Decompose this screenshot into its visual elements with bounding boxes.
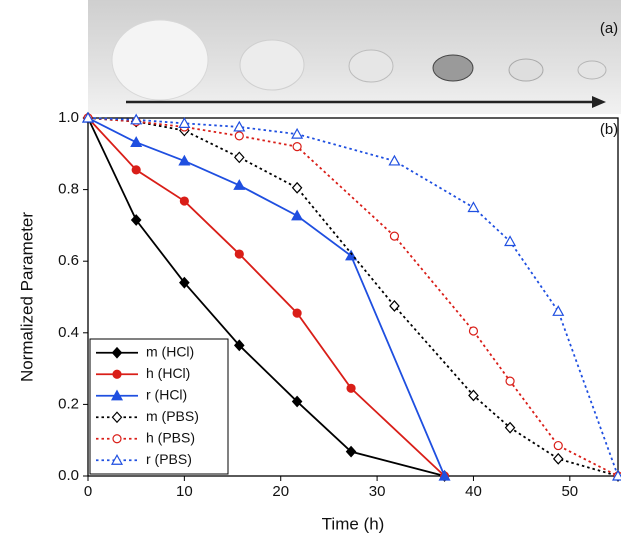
marker	[467, 201, 480, 213]
y-tick-label: 0.2	[58, 395, 79, 412]
x-axis-title: Time (h)	[322, 514, 385, 533]
panel-label: (b)	[600, 121, 618, 138]
marker	[81, 111, 95, 123]
marker	[178, 154, 191, 166]
series-line	[87, 117, 619, 477]
marker	[552, 305, 565, 316]
marker	[179, 196, 189, 206]
marker	[130, 113, 143, 125]
y-tick-label: 1.0	[58, 109, 79, 126]
x-tick-label: 20	[272, 483, 289, 500]
legend-marker	[112, 434, 122, 444]
marker	[234, 131, 244, 141]
sample	[432, 54, 474, 82]
y-axis-title: Normalized Parameter	[17, 212, 36, 382]
marker	[233, 120, 246, 132]
legend-marker	[111, 346, 123, 359]
arrow-head	[592, 96, 606, 108]
marker	[345, 445, 357, 458]
marker	[130, 136, 143, 147]
legend-marker	[111, 411, 123, 424]
x-tick-label: 10	[176, 483, 193, 500]
photo	[88, 0, 621, 114]
marker	[389, 231, 400, 241]
marker	[291, 127, 304, 139]
marker	[468, 326, 479, 336]
legend-marker	[112, 369, 122, 379]
sample	[577, 60, 607, 80]
panel-label: (a)	[600, 20, 618, 37]
marker	[234, 249, 244, 259]
series-line	[87, 117, 619, 477]
sample	[508, 58, 544, 82]
legend-marker	[110, 454, 124, 465]
marker	[504, 235, 517, 247]
legend-label: h (PBS)	[146, 429, 195, 445]
marker	[233, 179, 246, 190]
y-tick-label: 0.0	[58, 467, 79, 484]
marker	[438, 469, 451, 481]
legend-label: m (PBS)	[146, 408, 199, 424]
marker	[389, 300, 400, 312]
marker	[291, 395, 303, 408]
marker	[388, 154, 401, 166]
marker	[505, 376, 515, 386]
series-line	[87, 117, 619, 477]
y-tick-label: 0.8	[58, 181, 79, 198]
legend-label: r (HCl)	[146, 386, 187, 402]
marker	[131, 165, 141, 175]
x-tick-label: 30	[369, 483, 386, 500]
marker	[291, 181, 303, 194]
marker	[504, 421, 516, 434]
marker	[468, 389, 479, 402]
marker	[292, 308, 302, 318]
y-tick-label: 0.6	[58, 252, 79, 269]
x-tick-label: 0	[84, 483, 92, 500]
legend-label: m (HCl)	[146, 343, 194, 359]
sample	[348, 49, 394, 83]
legend-label: r (PBS)	[146, 451, 192, 467]
marker	[179, 276, 190, 289]
marker	[130, 214, 142, 226]
sample	[111, 19, 209, 101]
marker	[552, 452, 564, 465]
y-tick-label: 0.4	[58, 324, 79, 341]
x-tick-label: 40	[465, 483, 482, 500]
legend	[89, 338, 229, 475]
marker	[292, 142, 302, 152]
marker	[233, 151, 245, 164]
marker	[291, 209, 304, 221]
sample	[239, 39, 305, 91]
marker	[178, 117, 191, 128]
marker	[553, 440, 563, 451]
x-tick-label: 50	[561, 483, 578, 500]
plot-frame	[87, 117, 619, 477]
legend-label: h (HCl)	[146, 365, 190, 381]
marker	[233, 339, 245, 352]
legend-marker	[110, 389, 124, 401]
marker	[346, 383, 356, 393]
